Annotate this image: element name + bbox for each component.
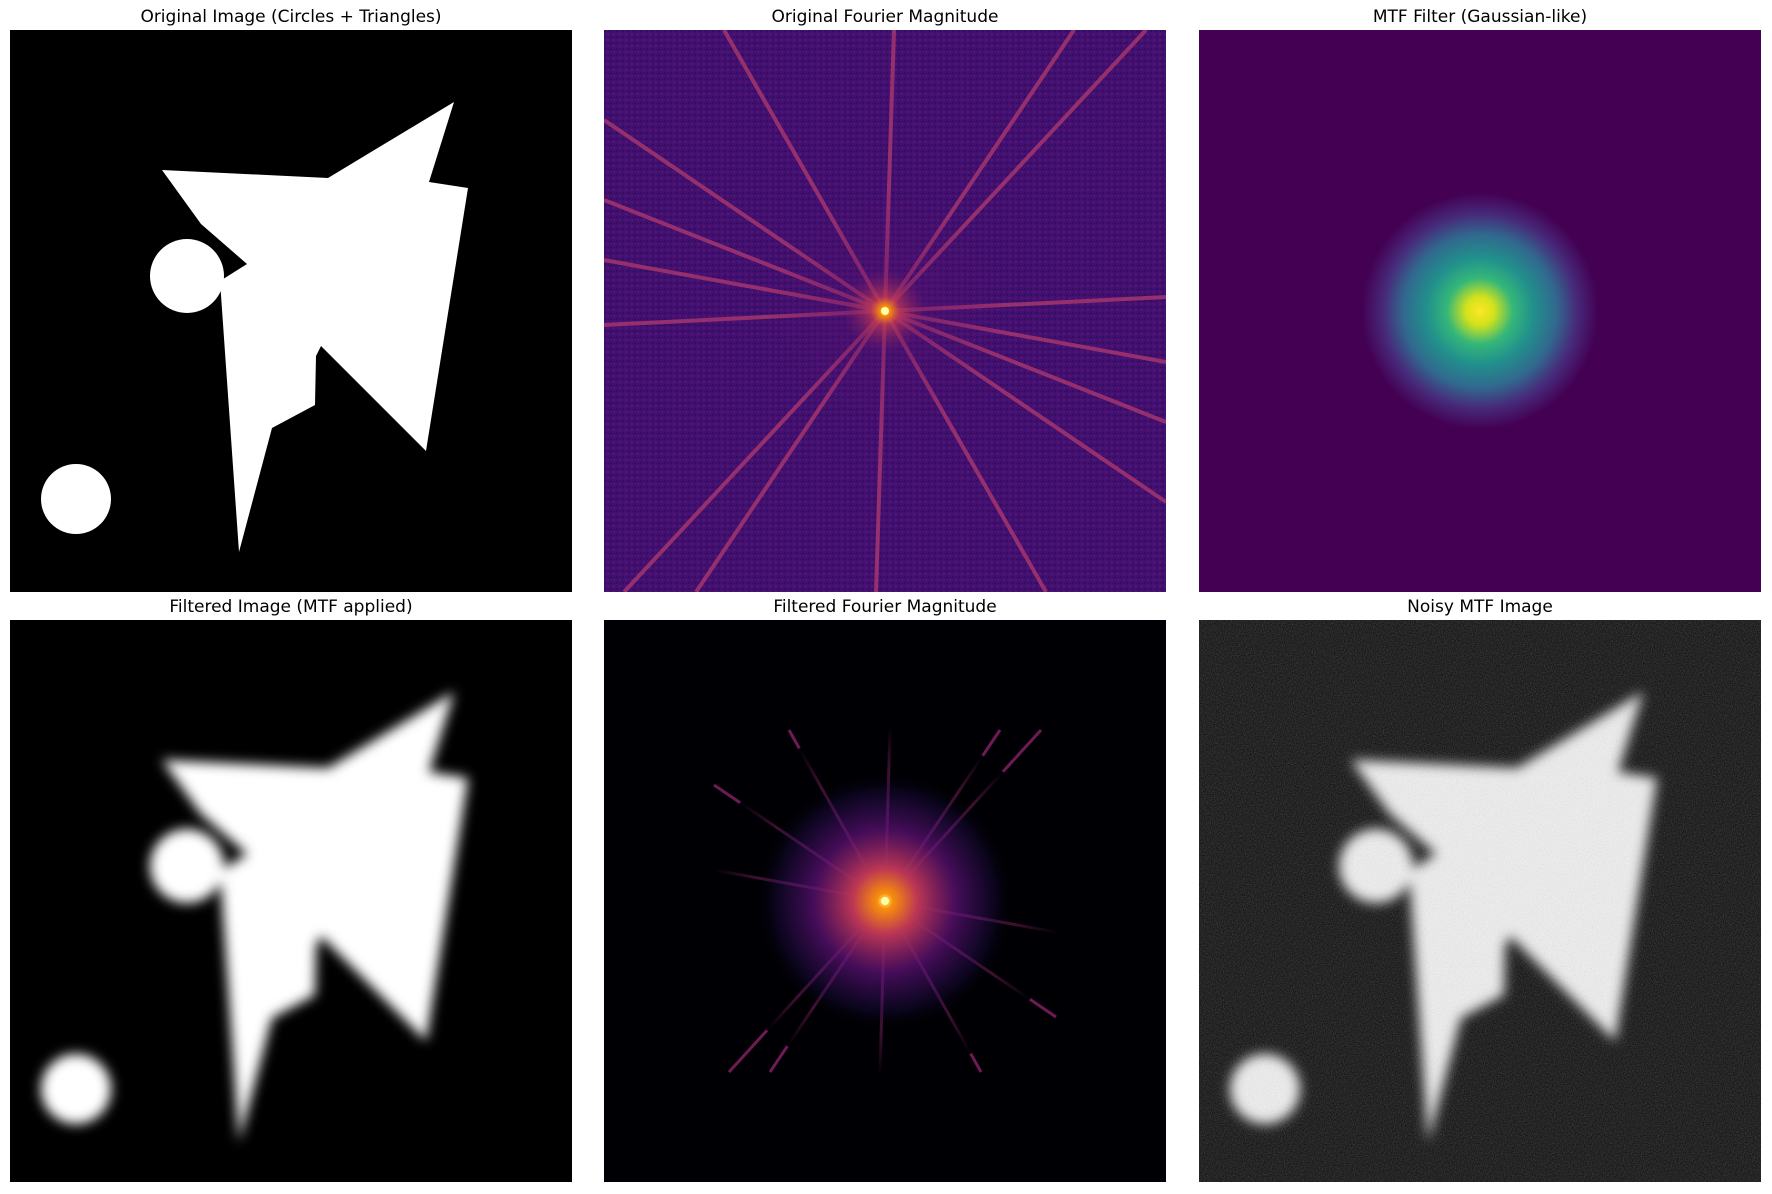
original-fourier-magnitude: [604, 30, 1166, 592]
panel-title: Filtered Image (MTF applied): [169, 597, 413, 617]
panel-title: MTF Filter (Gaussian-like): [1372, 7, 1588, 27]
mtf-filter-image: [1199, 30, 1761, 592]
filtered-fourier-magnitude: [604, 620, 1166, 1182]
filtered-image: [10, 620, 572, 1182]
panel-title: Original Fourier Magnitude: [771, 7, 999, 27]
noisy-mtf-image: [1199, 620, 1761, 1182]
panel-title: Original Image (Circles + Triangles): [140, 7, 442, 27]
original-image: [10, 30, 572, 592]
panel-title: Noisy MTF Image: [1407, 597, 1553, 617]
panel-title: Filtered Fourier Magnitude: [773, 597, 997, 617]
